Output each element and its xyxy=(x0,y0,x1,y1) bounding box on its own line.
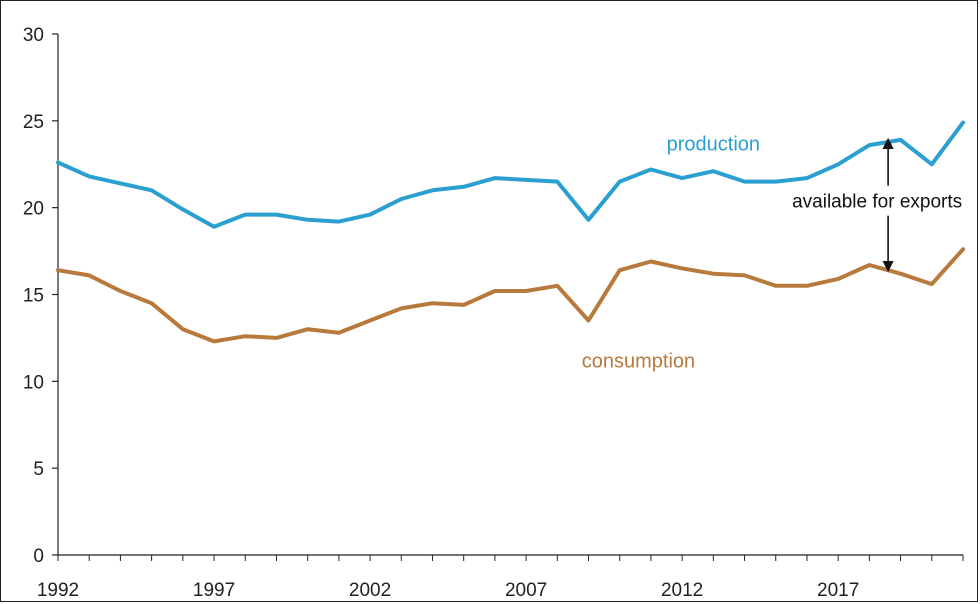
x-tick-label: 2002 xyxy=(349,580,391,601)
series-label-consumption: consumption xyxy=(582,350,695,372)
y-tick-label: 20 xyxy=(23,199,44,220)
y-tick-label: 0 xyxy=(33,546,44,567)
labels-layer: production consumption xyxy=(582,133,760,372)
axes: 0 5 10 15 20 25 30 1992 1997 2002 2007 2012 2017 xyxy=(23,25,964,601)
y-tick-label: 15 xyxy=(23,286,44,307)
x-tick-label: 1997 xyxy=(193,580,235,601)
y-tick-label: 25 xyxy=(23,112,44,133)
annotation-text: available for exports xyxy=(792,192,962,213)
y-tick-label: 10 xyxy=(23,372,44,393)
series-layer xyxy=(56,120,965,344)
x-tick-label: 2017 xyxy=(817,580,859,601)
annotation-backdrop xyxy=(788,185,977,216)
series-line-production xyxy=(56,120,965,229)
annotation-layer: available for exports xyxy=(788,137,977,273)
y-tick-label: 30 xyxy=(23,25,44,46)
y-tick-label: 5 xyxy=(33,459,44,480)
series-line-consumption xyxy=(56,247,965,344)
series-label-production: production xyxy=(667,133,760,155)
x-tick-label: 1992 xyxy=(37,580,79,601)
x-tick-label: 2012 xyxy=(661,580,703,601)
x-tick-label: 2007 xyxy=(505,580,547,601)
